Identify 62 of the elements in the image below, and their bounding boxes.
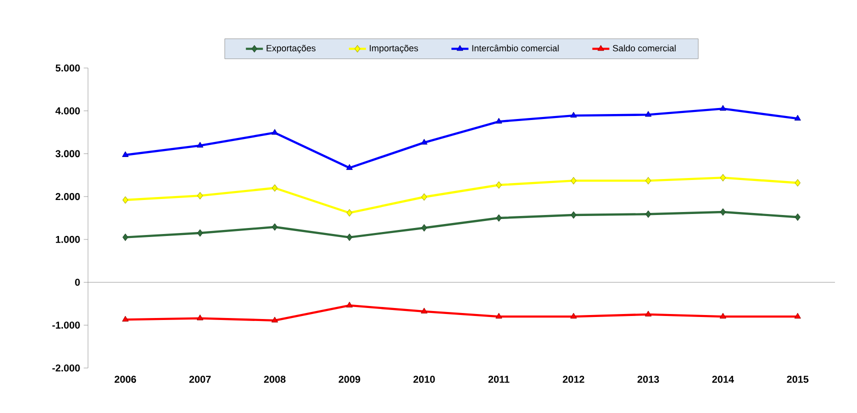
point	[570, 176, 576, 184]
point	[197, 229, 203, 237]
point	[794, 213, 801, 221]
point	[644, 110, 652, 117]
point	[196, 314, 204, 320]
point	[794, 312, 801, 319]
y-tick-label: 4.000	[55, 107, 80, 114]
x-tick-label: 2008	[264, 376, 286, 383]
point	[421, 193, 428, 201]
point	[197, 192, 203, 200]
point	[346, 302, 353, 308]
point	[720, 104, 726, 111]
point	[645, 210, 652, 218]
point	[420, 308, 428, 314]
legend-label: Exportações	[266, 44, 316, 54]
legend-label: Intercâmbio comercial	[472, 44, 559, 52]
point	[496, 214, 502, 222]
y-tick-label: -2.000	[52, 364, 80, 372]
point	[346, 234, 352, 242]
x-tick-label: 2015	[786, 376, 808, 383]
point	[794, 114, 801, 121]
point	[346, 209, 352, 217]
point	[720, 208, 726, 216]
point	[496, 118, 502, 124]
point	[272, 184, 278, 192]
x-tick-label: 2014	[712, 376, 734, 383]
point	[346, 164, 353, 170]
point	[122, 151, 129, 157]
x-tick-label: 2009	[338, 376, 360, 383]
point	[496, 181, 502, 189]
x-tick-label: 2006	[114, 376, 136, 383]
x-tick-label: 2010	[413, 376, 435, 383]
x-tick-label: 2013	[638, 376, 659, 383]
y-tick-label: 1.000	[56, 236, 80, 243]
x-tick-label: 2007	[189, 376, 211, 383]
point	[570, 312, 577, 319]
point	[122, 316, 129, 322]
point	[720, 174, 726, 182]
y-tick-label: 0	[75, 278, 80, 286]
point	[644, 310, 652, 316]
point	[271, 128, 278, 135]
point	[570, 112, 577, 118]
point	[645, 176, 652, 184]
point	[272, 223, 278, 231]
legend-label: Importações	[370, 44, 418, 54]
point	[570, 211, 576, 219]
y-tick-label: 5.000	[56, 64, 80, 72]
point	[794, 179, 801, 187]
point	[271, 316, 278, 322]
y-tick-label: 3.000	[56, 150, 80, 158]
point	[196, 142, 204, 148]
point	[420, 138, 428, 145]
legend-label: Saldo comercial	[612, 44, 676, 52]
x-tick-label: 2011	[488, 376, 510, 383]
point	[496, 312, 502, 319]
point	[122, 196, 128, 204]
point	[421, 224, 428, 232]
y-tick-label: -1.000	[52, 322, 80, 329]
y-tick-label: 2.000	[56, 193, 80, 200]
point	[720, 312, 726, 319]
x-tick-label: 2012	[562, 376, 584, 383]
point	[122, 234, 128, 242]
